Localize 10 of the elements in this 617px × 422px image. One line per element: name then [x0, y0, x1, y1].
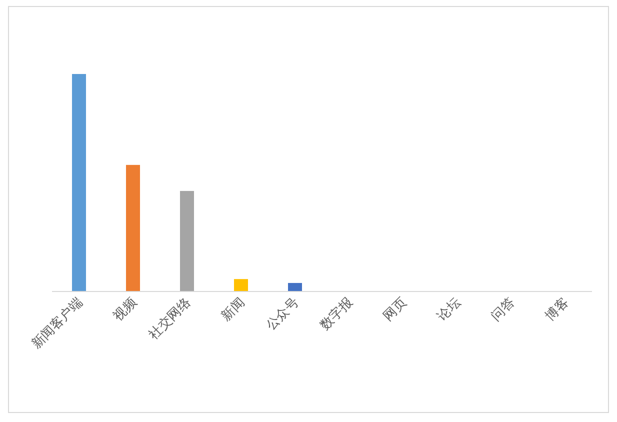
- x-tick-label: 新闻客户端: [28, 294, 86, 352]
- x-tick-label: 社交网络: [146, 294, 194, 343]
- x-tick-label: 视频: [110, 295, 140, 324]
- x-tick-label: 新闻: [218, 295, 248, 324]
- x-tick-label: 博客: [542, 294, 572, 324]
- x-tick-label: 公众号: [264, 295, 302, 334]
- x-tick-label: 问答: [488, 295, 518, 324]
- x-tick-label: 网页: [380, 295, 410, 324]
- x-tick-label: 数字报: [316, 294, 356, 334]
- x-tick-label: 论坛: [434, 295, 464, 324]
